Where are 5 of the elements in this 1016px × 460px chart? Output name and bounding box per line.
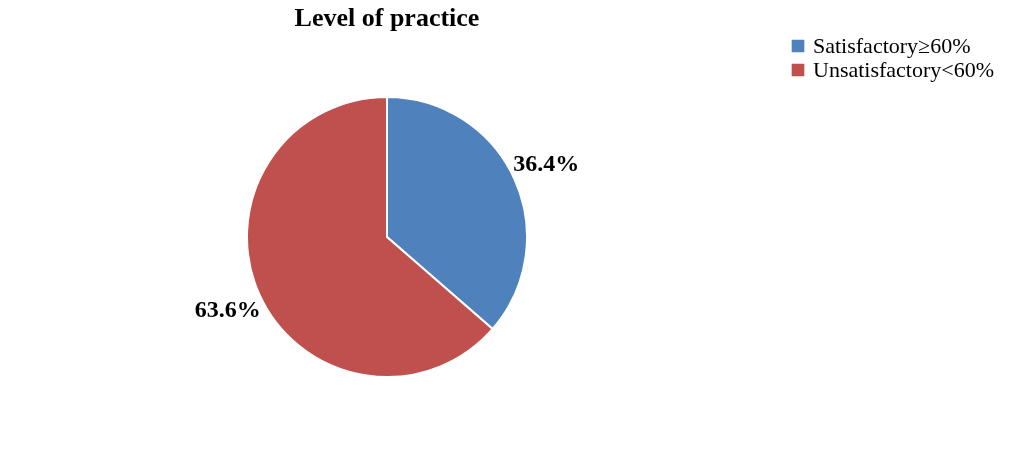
legend-label: Satisfactory≥60% bbox=[813, 33, 971, 58]
chart-title: Level of practice bbox=[294, 3, 480, 32]
legend-label: Unsatisfactory<60% bbox=[813, 57, 995, 82]
data-label: 63.6% bbox=[194, 295, 261, 322]
data-label: 36.4% bbox=[513, 150, 580, 177]
